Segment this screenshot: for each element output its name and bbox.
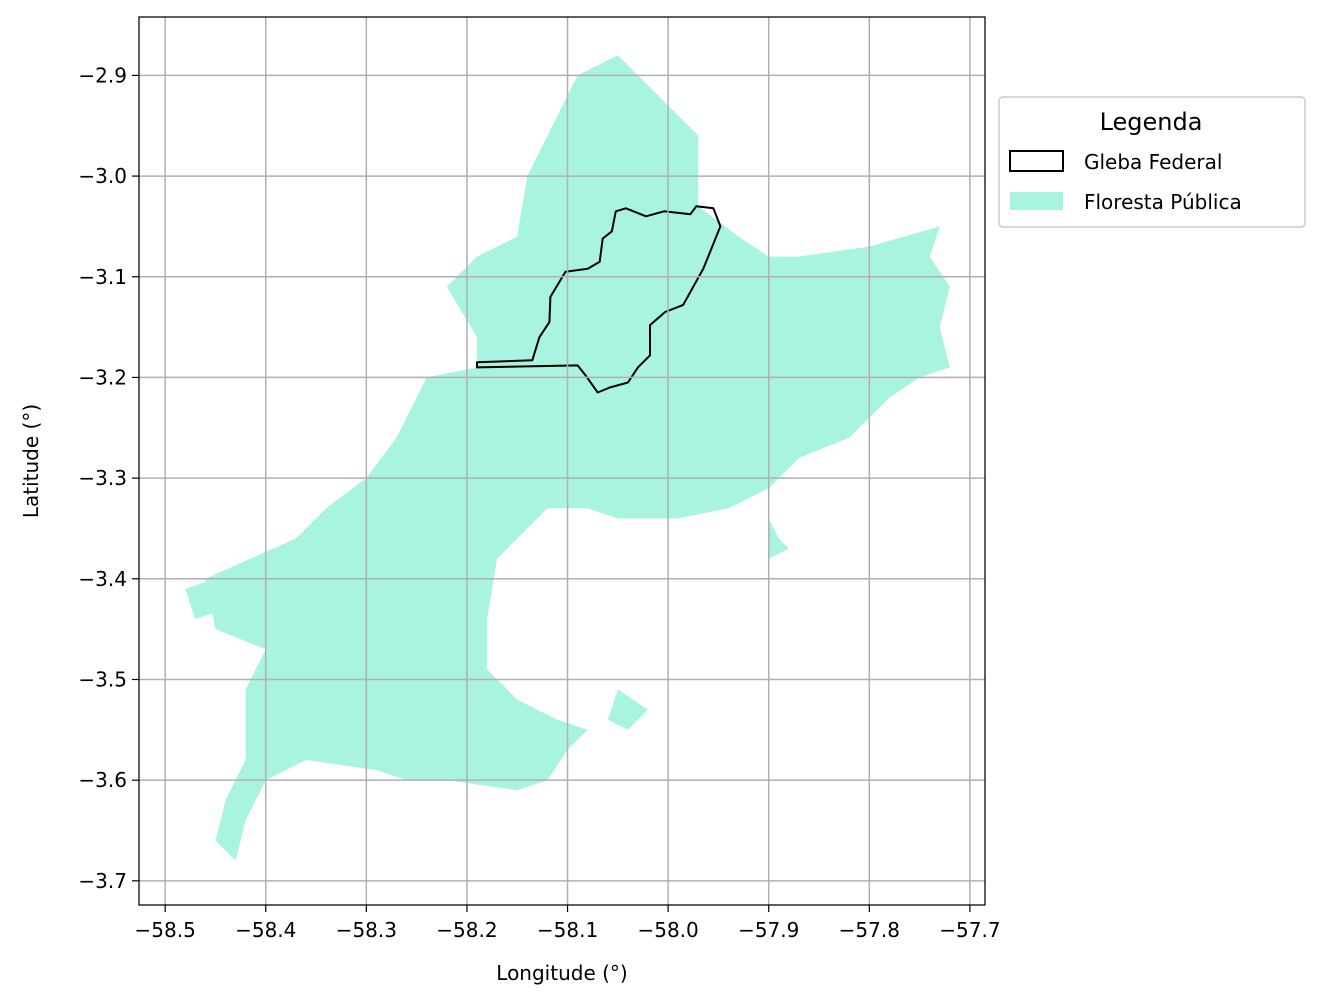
legend-swatch-floresta-publica bbox=[1010, 192, 1063, 210]
y-tick-label: −3.5 bbox=[78, 667, 127, 691]
x-tick-label: −57.8 bbox=[839, 918, 900, 942]
x-tick-label: −58.1 bbox=[537, 918, 598, 942]
legend-title: Legenda bbox=[1100, 108, 1203, 136]
y-tick-label: −3.2 bbox=[78, 365, 127, 389]
x-tick-label: −58.0 bbox=[637, 918, 698, 942]
x-tick-label: −58.4 bbox=[235, 918, 296, 942]
legend: Legenda Gleba Federal Floresta Pública bbox=[999, 97, 1305, 227]
y-tick-label: −3.0 bbox=[78, 164, 127, 188]
y-axis-label: Latitude (°) bbox=[19, 404, 43, 518]
y-tick-label: −3.3 bbox=[78, 466, 127, 490]
y-tick-label: −3.7 bbox=[78, 869, 127, 893]
x-tick-label: −57.7 bbox=[939, 918, 1000, 942]
x-tick-label: −58.3 bbox=[336, 918, 397, 942]
x-tick-label: −58.5 bbox=[135, 918, 196, 942]
y-tick-label: −2.9 bbox=[78, 63, 127, 87]
x-axis-label: Longitude (°) bbox=[496, 961, 627, 985]
legend-label-gleba-federal: Gleba Federal bbox=[1084, 150, 1222, 174]
y-tick-label: −3.6 bbox=[78, 768, 127, 792]
legend-label-floresta-publica: Floresta Pública bbox=[1084, 190, 1242, 214]
x-tick-label: −57.9 bbox=[738, 918, 799, 942]
x-tick-label: −58.2 bbox=[436, 918, 497, 942]
y-tick-label: −3.1 bbox=[78, 265, 127, 289]
y-tick-label: −3.4 bbox=[78, 567, 127, 591]
